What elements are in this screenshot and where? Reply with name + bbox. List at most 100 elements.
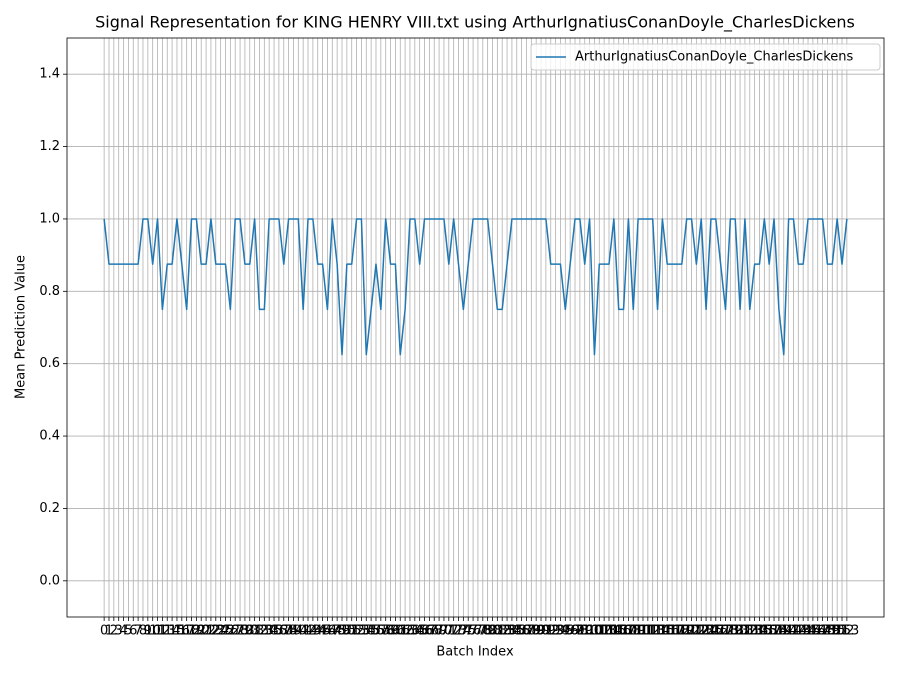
x-tick-label: 18 (183, 624, 200, 639)
x-tick-label: 32 (251, 624, 268, 639)
y-tick-label: 0.6 (39, 356, 60, 371)
x-tick-label: 109 (621, 624, 646, 639)
x-tick-label: 124 (694, 624, 719, 639)
x-tick-label: 71 (441, 624, 458, 639)
x-tick-label: 46 (319, 624, 336, 639)
x-tick-label: 13 (159, 624, 176, 639)
legend-label: ArthurIgnatiusConanDoyle_CharlesDickens (575, 50, 853, 65)
x-tick-label: 41 (295, 624, 312, 639)
x-tick-label: 20 (193, 624, 210, 639)
x-tick-label: 130 (723, 624, 748, 639)
x-tick-label: 97 (567, 624, 584, 639)
x-tick-label: 107 (611, 624, 636, 639)
x-tick-label: 22 (203, 624, 220, 639)
x-tick-label: 102 (587, 624, 612, 639)
x-tick-label: 144 (791, 624, 816, 639)
x-tick-label: 93 (547, 624, 564, 639)
x-tick-label: 26 (222, 624, 239, 639)
x-tick-label: 105 (601, 624, 626, 639)
x-tick-label: 62 (397, 624, 414, 639)
x-tick-label: 98 (572, 624, 589, 639)
x-tick-label: 111 (631, 624, 656, 639)
x-tick-label: 12 (154, 624, 171, 639)
x-tick-label: 68 (426, 624, 443, 639)
x-tick-label: 65 (411, 624, 428, 639)
x-tick-label: 69 (431, 624, 448, 639)
x-tick-label: 52 (348, 624, 365, 639)
x-tick-label: 108 (616, 624, 641, 639)
x-tick-label: 120 (674, 624, 699, 639)
x-tick-label: 66 (416, 624, 433, 639)
x-tick-label: 136 (752, 624, 777, 639)
x-tick-label: 131 (728, 624, 753, 639)
x-tick-label: 0 (100, 624, 108, 639)
x-tick-label: 119 (669, 624, 694, 639)
x-tick-label: 114 (645, 624, 670, 639)
x-tick-label: 14 (164, 624, 181, 639)
x-tick-label: 123 (689, 624, 714, 639)
x-tick-label: 39 (285, 624, 302, 639)
x-tick-label: 137 (757, 624, 782, 639)
x-tick-label: 96 (562, 624, 579, 639)
x-tick-label: 33 (256, 624, 273, 639)
x-tick-label: 133 (737, 624, 762, 639)
x-tick-label: 53 (353, 624, 370, 639)
x-axis-label: Batch Index (436, 645, 514, 660)
x-tick-label: 138 (762, 624, 787, 639)
x-tick-label: 149 (815, 624, 840, 639)
x-tick-label: 127 (708, 624, 733, 639)
x-tick-label: 73 (450, 624, 467, 639)
y-tick-label: 1.2 (39, 139, 60, 154)
x-tick-label: 47 (324, 624, 341, 639)
x-tick-label: 21 (198, 624, 215, 639)
x-tick-label: 91 (538, 624, 555, 639)
x-tick-label: 82 (494, 624, 511, 639)
x-tick-label: 129 (718, 624, 743, 639)
x-tick-label: 37 (275, 624, 292, 639)
x-tick-label: 101 (582, 624, 607, 639)
x-tick-label: 122 (684, 624, 709, 639)
x-tick-label: 48 (329, 624, 346, 639)
x-tick-label: 25 (217, 624, 234, 639)
x-tick-label: 148 (810, 624, 835, 639)
x-tick-label: 100 (577, 624, 602, 639)
y-tick-label: 0.8 (39, 284, 60, 299)
x-tick-label: 45 (314, 624, 331, 639)
x-tick-label: 7 (134, 624, 142, 639)
x-tick-label: 49 (334, 624, 351, 639)
x-tick-label: 40 (290, 624, 307, 639)
x-tick-label: 99 (576, 624, 593, 639)
y-tick-label: 1.4 (39, 67, 60, 82)
y-axis-label: Mean Prediction Value (14, 255, 29, 399)
x-tick-label: 74 (455, 624, 472, 639)
x-tick-label: 90 (533, 624, 550, 639)
x-tick-label: 78 (475, 624, 492, 639)
x-tick-label: 5 (124, 624, 132, 639)
x-tick-label: 153 (834, 624, 859, 639)
x-tick-label: 55 (363, 624, 380, 639)
x-tick-label: 51 (343, 624, 360, 639)
x-tick-label: 126 (703, 624, 728, 639)
x-tick-label: 1 (105, 624, 113, 639)
x-tick-label: 58 (377, 624, 394, 639)
x-tick-label: 151 (825, 624, 850, 639)
x-tick-label: 87 (518, 624, 535, 639)
x-tick-label: 140 (771, 624, 796, 639)
x-tick-label: 10 (144, 624, 161, 639)
x-tick-label: 57 (373, 624, 390, 639)
x-tick-label: 147 (805, 624, 830, 639)
x-tick-label: 29 (237, 624, 254, 639)
data-line (103, 218, 848, 356)
x-tick-label: 92 (542, 624, 559, 639)
x-tick-label: 56 (368, 624, 385, 639)
x-tick-label: 115 (650, 624, 675, 639)
x-tick-label: 112 (635, 624, 660, 639)
x-tick-label: 15 (169, 624, 186, 639)
x-tick-label: 28 (232, 624, 249, 639)
y-tick-label: 0.2 (39, 501, 60, 516)
y-tick-label: 0.0 (39, 573, 60, 588)
x-tick-label: 104 (597, 624, 622, 639)
x-tick-label: 4 (119, 624, 127, 639)
x-tick-label: 76 (465, 624, 482, 639)
x-tick-label: 118 (665, 624, 690, 639)
